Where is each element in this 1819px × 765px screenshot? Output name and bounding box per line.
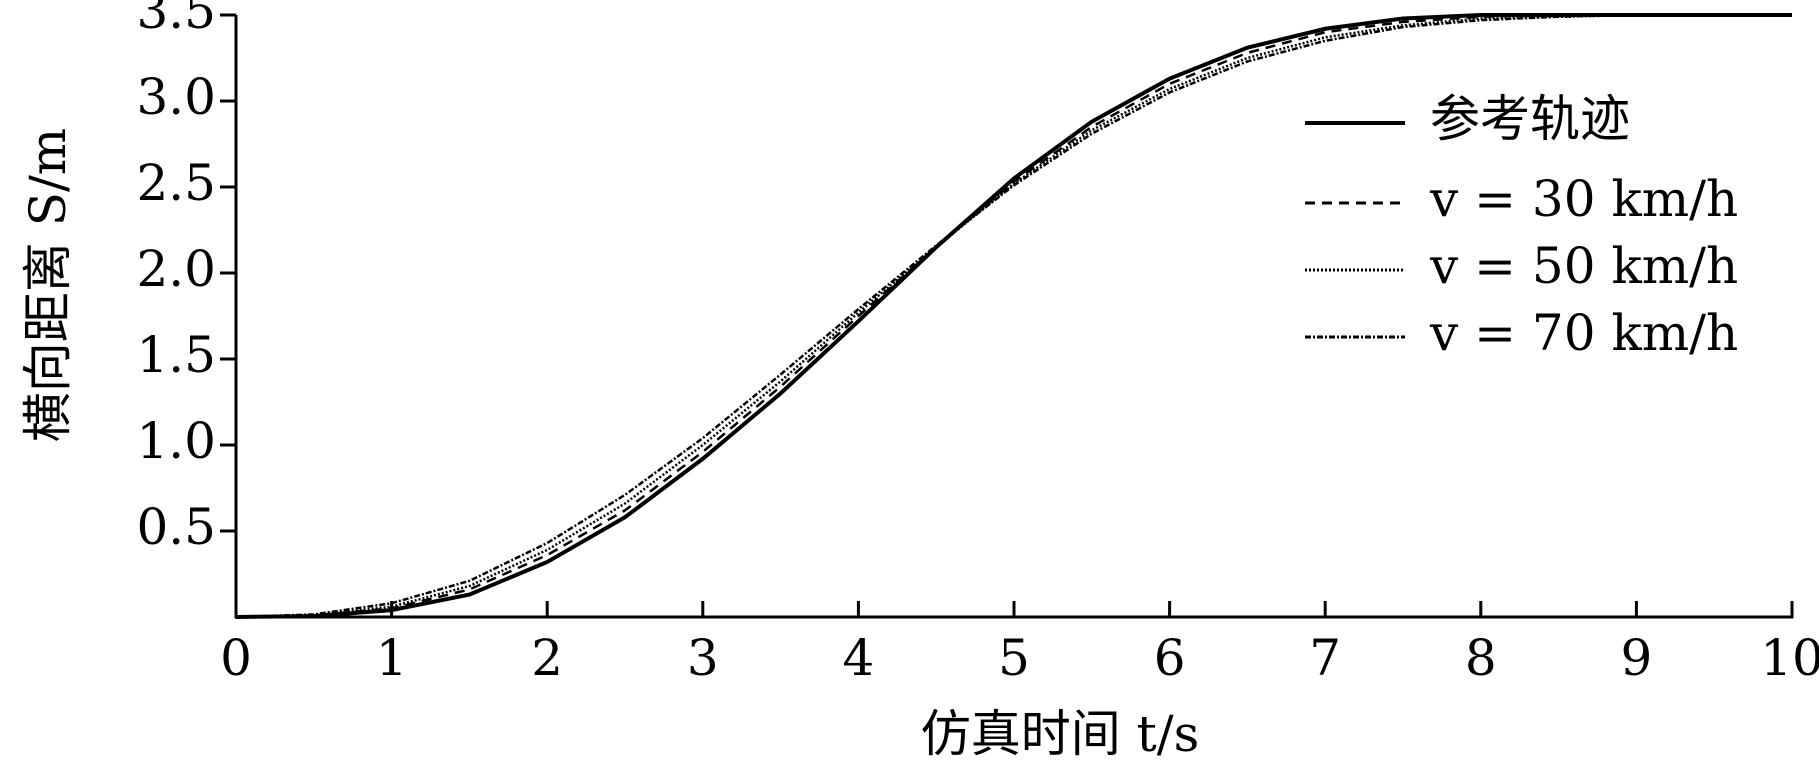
series-line	[235, 13, 1792, 619]
y-tick-label: 2.0	[136, 240, 216, 298]
legend-label: v = 30 km/h	[1429, 170, 1738, 228]
series-line	[235, 13, 1792, 619]
x-tick-label: 7	[1309, 629, 1341, 687]
x-tick-label: 9	[1620, 629, 1652, 687]
y-tick-label: 3.5	[136, 0, 216, 40]
y-tick-label: 0.5	[136, 498, 216, 556]
legend-label: v = 50 km/h	[1429, 237, 1738, 295]
x-tick-label: 10	[1760, 629, 1819, 687]
y-axis-label: 横向距离 S/m	[19, 128, 77, 442]
y-tick-label: 1.5	[136, 326, 216, 384]
x-tick-label: 8	[1465, 629, 1497, 687]
x-tick-label: 3	[687, 629, 719, 687]
x-tick-label: 6	[1154, 629, 1186, 687]
legend-label: 参考轨迹	[1430, 90, 1630, 148]
y-tick-label: 2.5	[136, 154, 216, 212]
y-tick-label: 1.0	[136, 412, 216, 470]
x-tick-label: 0	[220, 629, 252, 687]
y-tick-label: 3.0	[136, 68, 216, 126]
x-tick-label: 1	[376, 629, 408, 687]
series-line	[235, 13, 1792, 619]
x-tick-label: 5	[998, 629, 1030, 687]
x-tick-label: 2	[531, 629, 563, 687]
legend-label: v = 70 km/h	[1429, 304, 1738, 362]
x-axis-label: 仿真时间 t/s	[921, 705, 1200, 763]
x-tick-label: 4	[842, 629, 874, 687]
